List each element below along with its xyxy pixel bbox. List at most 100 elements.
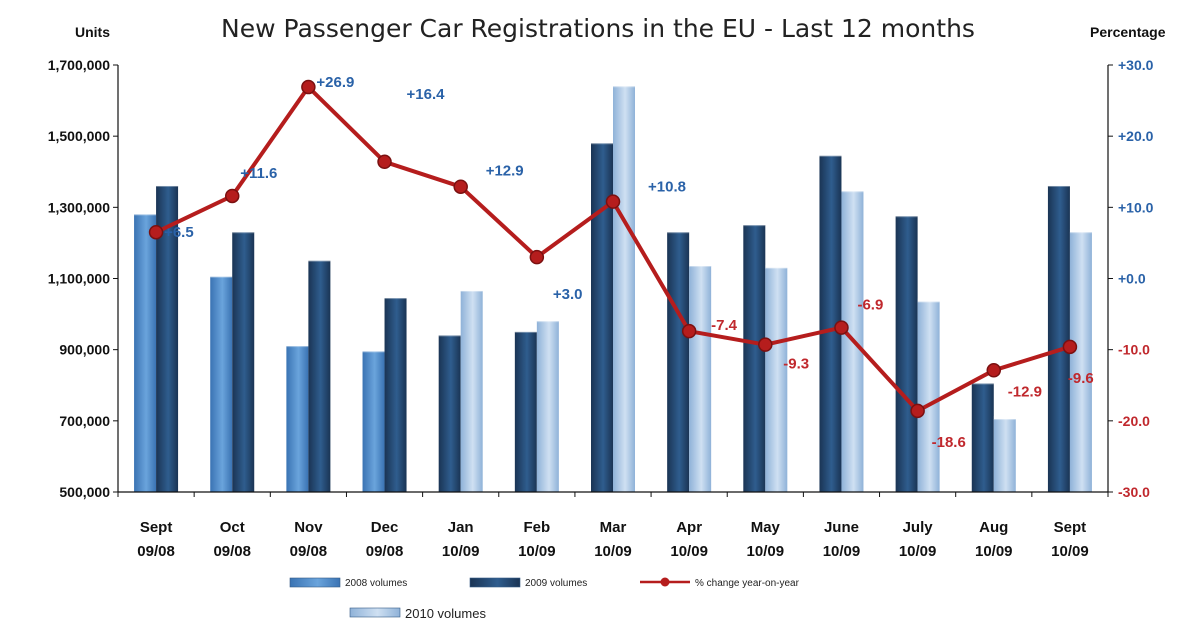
- bar-cap-1-5: [514, 328, 537, 333]
- left-axis-title: Units: [75, 24, 110, 40]
- pct-point-5: [529, 249, 545, 265]
- x-label-month-0: Sept: [140, 519, 173, 536]
- pct-label-0: +6.5: [164, 224, 194, 241]
- x-label-month-3: Dec: [371, 519, 399, 536]
- legend: 2008 volumes 2009 volumes % change year-on…: [289, 577, 800, 621]
- bar-cap-2-8: [765, 264, 788, 269]
- bars-layer: [134, 83, 1092, 493]
- chart-title: New Passenger Car Registrations in the E…: [221, 14, 975, 43]
- pct-point-7: [681, 323, 697, 339]
- pct-label-12: -9.6: [1068, 370, 1094, 387]
- bar-2008-volumes-2: [286, 346, 309, 492]
- legend-label-2: % change year-on-year: [695, 578, 800, 589]
- legend-swatch-1: [469, 577, 521, 588]
- x-label-period-2: 09/08: [290, 543, 328, 560]
- bar-cap-2-4: [460, 287, 483, 292]
- x-label-period-11: 10/09: [975, 543, 1013, 560]
- legend-label-3: 2010 volumes: [405, 606, 486, 621]
- x-label-period-8: 10/09: [747, 543, 785, 560]
- right-tick-label-3: +0.0: [1118, 271, 1146, 287]
- x-label-period-10: 10/09: [899, 543, 937, 560]
- right-tick-label-4: +10.0: [1118, 199, 1154, 215]
- bar-2009-volumes-0: [156, 185, 179, 492]
- bar-2009-volumes-7: [667, 232, 690, 492]
- right-tick-label-6: +30.0: [1118, 57, 1154, 73]
- bar-2010-volumes-7: [689, 266, 712, 492]
- bar-cap-2-7: [689, 263, 712, 268]
- bar-cap-2-12: [1069, 229, 1092, 234]
- bar-2009-volumes-2: [308, 260, 331, 492]
- pct-label-10: -18.6: [932, 434, 966, 451]
- pct-point-8: [758, 337, 773, 352]
- bar-cap-1-6: [591, 140, 613, 145]
- pct-label-11: -12.9: [1008, 383, 1042, 400]
- bar-cap-0-3: [362, 348, 385, 353]
- bar-2010-volumes-12: [1069, 232, 1092, 492]
- bar-2010-volumes-10: [917, 301, 940, 492]
- bar-cap-2-11: [993, 416, 1016, 421]
- legend-label-1: 2009 volumes: [525, 578, 587, 589]
- x-label-period-3: 09/08: [366, 543, 404, 560]
- x-label-month-4: Jan: [448, 519, 474, 536]
- pct-point-4: [453, 179, 468, 194]
- bar-cap-1-11: [971, 380, 994, 385]
- pct-label-4: +12.9: [486, 163, 524, 180]
- right-tick-label-5: +20.0: [1118, 128, 1154, 144]
- pct-point-3: [377, 154, 392, 170]
- line-layer: +6.5 +11.6 +26.9 +16.4 +12.9 +3.0 +10.8 -7.4 -9.…: [148, 74, 1094, 451]
- pct-label-9: -6.9: [857, 297, 883, 314]
- bar-cap-1-7: [667, 229, 690, 234]
- pct-label-8: -9.3: [783, 356, 809, 373]
- bar-2008-volumes-1: [210, 276, 233, 492]
- bar-cap-2-9: [841, 188, 864, 193]
- bar-cap-1-0: [156, 182, 179, 187]
- bar-2010-volumes-5: [536, 321, 559, 492]
- bar-2010-volumes-8: [765, 267, 788, 492]
- x-label-month-8: May: [751, 519, 781, 536]
- x-label-period-4: 10/09: [442, 543, 480, 560]
- bar-cap-1-3: [384, 295, 407, 300]
- x-label-month-6: Mar: [600, 519, 627, 536]
- left-tick-label-1: 700,000: [59, 413, 110, 429]
- x-label-month-7: Apr: [676, 519, 702, 536]
- left-tick-label-2: 900,000: [59, 342, 110, 358]
- left-tick-label-6: 1,700,000: [48, 57, 110, 73]
- pct-label-2: +26.9: [316, 74, 354, 91]
- x-label-period-5: 10/09: [518, 543, 556, 560]
- bar-cap-1-4: [438, 332, 461, 337]
- right-tick-label-2: -10.0: [1118, 342, 1150, 358]
- bar-cap-0-2: [286, 343, 309, 348]
- bar-2009-volumes-6: [591, 143, 613, 493]
- left-tick-label-3: 1,100,000: [48, 271, 110, 287]
- x-label-month-2: Nov: [294, 519, 323, 536]
- x-label-month-1: Oct: [220, 519, 245, 536]
- left-tick-label-0: 500,000: [59, 484, 110, 500]
- bar-cap-2-10: [917, 298, 940, 303]
- x-label-period-0: 09/08: [137, 543, 175, 560]
- bar-2009-volumes-11: [971, 383, 994, 492]
- pct-label-6: +10.8: [648, 179, 686, 196]
- bar-2009-volumes-10: [895, 216, 918, 492]
- bar-2009-volumes-9: [819, 155, 842, 493]
- bar-cap-2-6: [613, 83, 635, 88]
- left-tick-label-4: 1,300,000: [48, 199, 110, 215]
- x-label-period-7: 10/09: [670, 543, 708, 560]
- x-label-month-9: June: [824, 519, 859, 536]
- bar-cap-2-5: [536, 318, 559, 323]
- bar-cap-0-0: [134, 211, 157, 216]
- bar-2009-volumes-12: [1047, 185, 1070, 492]
- bar-2009-volumes-8: [743, 225, 766, 492]
- x-label-period-12: 10/09: [1051, 543, 1089, 560]
- bar-2009-volumes-5: [514, 331, 537, 492]
- legend-swatch-3: [349, 607, 401, 618]
- bar-2009-volumes-1: [232, 232, 255, 492]
- bar-2010-volumes-11: [993, 419, 1016, 492]
- right-tick-label-1: -20.0: [1118, 413, 1150, 429]
- x-label-period-9: 10/09: [823, 543, 861, 560]
- legend-swatch-0: [289, 577, 341, 588]
- legend-marker-swatch: [660, 577, 670, 587]
- pct-point-6: [605, 194, 621, 209]
- pct-label-1: +11.6: [240, 165, 277, 182]
